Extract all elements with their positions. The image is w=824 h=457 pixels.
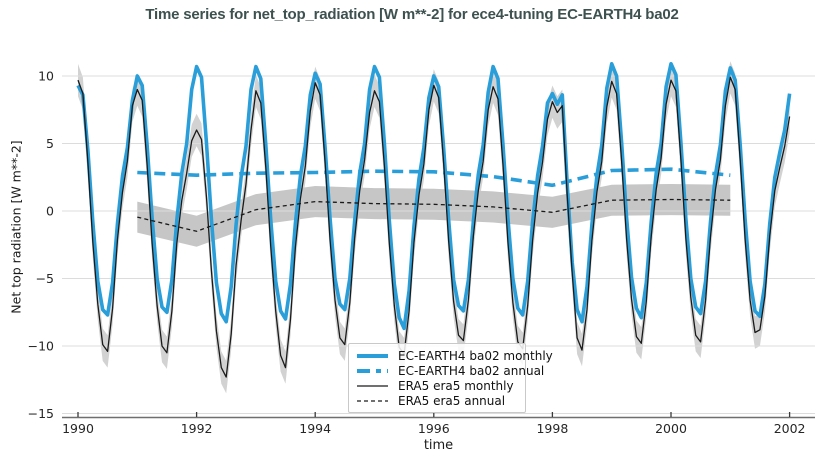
x-tick-label: 2000	[655, 421, 687, 436]
uncertainty-band-annual	[137, 184, 731, 247]
legend-label: EC-EARTH4 ba02 annual	[398, 364, 545, 379]
series-line-ec-earth4-ba02-monthly	[76, 61, 792, 331]
y-tick-label: 10	[38, 69, 54, 84]
data-series	[76, 61, 792, 378]
legend-item-reference-monthly: ERA5 era5 monthly	[356, 379, 517, 394]
x-tick-label: 1998	[536, 421, 568, 436]
x-tick-label: 1996	[418, 421, 450, 436]
legend-line-black-dashed-icon	[357, 399, 388, 402]
series-line-ec-earth4-ba02-annual	[137, 167, 731, 188]
series-line-era5-era5-monthly	[77, 76, 791, 378]
y-tick-label: −15	[28, 406, 54, 421]
uncertainty-bands	[78, 61, 790, 394]
legend-item-model-monthly: EC-EARTH4 ba02 monthly	[356, 349, 553, 364]
legend-line-blue-dashed-icon	[357, 369, 388, 374]
series-line-era5-era5-annual	[137, 198, 731, 232]
x-tick-label: 2002	[774, 421, 806, 436]
y-axis-label: Net top radiation [W m**-2]	[8, 140, 24, 314]
legend-line-blue-solid-icon	[357, 354, 388, 359]
legend-label: ERA5 era5 monthly	[398, 378, 514, 393]
y-tick-label: −5	[36, 271, 54, 286]
x-axis-label: time	[423, 438, 454, 453]
legend-label: EC-EARTH4 ba02 monthly	[398, 349, 553, 364]
axes: 1990 1992 1994 1996 1998 2000 2002 10 5 0 −5 −10 −15	[28, 69, 815, 436]
legend-line-black-solid-icon	[357, 385, 388, 387]
legend-label: ERA5 era5 annual	[398, 393, 506, 408]
legend: EC-EARTH4 ba02 monthly EC-EARTH4 ba02 an…	[348, 343, 553, 413]
y-tick-label: 5	[46, 136, 54, 151]
x-tick-label: 1994	[299, 421, 331, 436]
y-tick-label: 0	[46, 204, 54, 219]
y-tick-label: −10	[28, 339, 54, 354]
x-tick-label: 1992	[181, 421, 213, 436]
chart-title: Time series for net_top_radiation [W m**…	[145, 6, 679, 23]
x-tick-label: 1990	[62, 421, 94, 436]
legend-item-reference-annual: ERA5 era5 annual	[356, 393, 517, 408]
legend-item-model-annual: EC-EARTH4 ba02 annual	[356, 364, 544, 379]
